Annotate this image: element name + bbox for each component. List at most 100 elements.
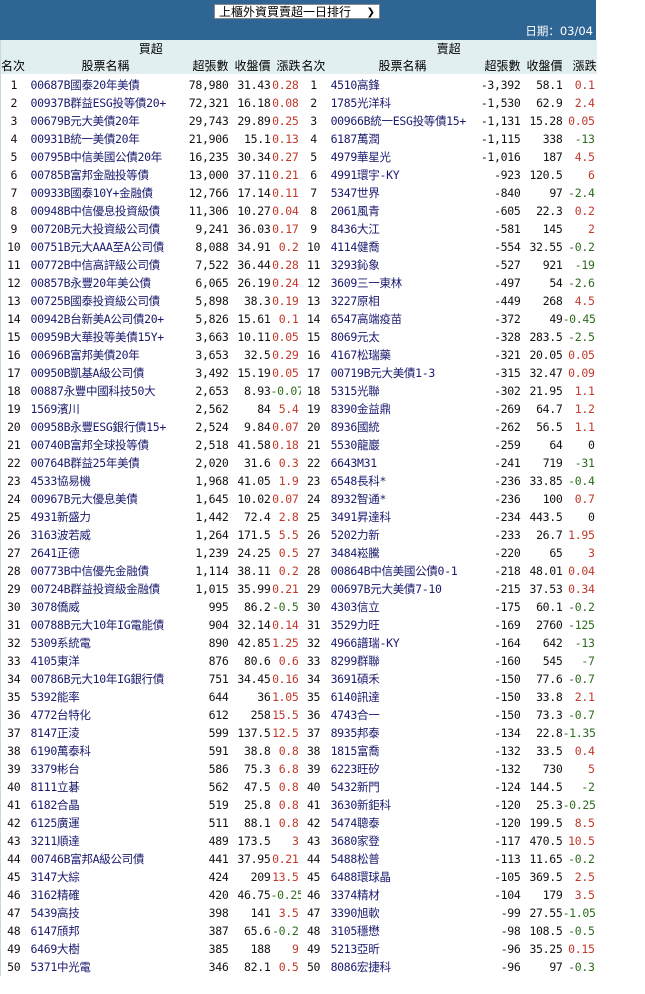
stock-link[interactable]: 6147頎邦 (30, 924, 80, 938)
stock-link[interactable]: 6547高端疫苗 (330, 312, 403, 326)
stock-link[interactable]: 00942B台新美A公司債20+ (30, 312, 165, 326)
stock-link[interactable]: 00740B富邦全球投等債 (30, 438, 149, 452)
stock-link[interactable]: 00720B元大投資級公司債 (30, 222, 161, 236)
stock-link[interactable]: 00697B元大美債7-10 (330, 582, 442, 596)
stock-link[interactable]: 00967B元大優息美債 (30, 492, 138, 506)
stock-link[interactable]: 8935邦泰 (330, 726, 380, 740)
stock-link[interactable]: 2641正德 (30, 546, 80, 560)
stock-link[interactable]: 5315光聯 (330, 384, 380, 398)
stock-link[interactable]: 3293鈊象 (330, 258, 380, 272)
stock-link[interactable]: 00696B富邦美債20年 (30, 348, 140, 362)
stock-link[interactable]: 5488松普 (330, 852, 380, 866)
stock-link[interactable]: 3680家登 (330, 834, 380, 848)
stock-link[interactable]: 6190萬泰科 (30, 744, 91, 758)
stock-link[interactable]: 00679B元大美債20年 (30, 114, 140, 128)
stock-link[interactable]: 00746B富邦A級公司債 (30, 852, 145, 866)
stock-link[interactable]: 5371中光電 (30, 960, 91, 974)
stock-link[interactable]: 4979華星光 (330, 150, 391, 164)
stock-link[interactable]: 00725B國泰投資級公司債 (30, 294, 161, 308)
stock-link[interactable]: 3390旭軟 (330, 906, 380, 920)
stock-link[interactable]: 1785光洋科 (330, 96, 391, 110)
stock-link[interactable]: 4510高鋒 (330, 78, 380, 92)
ranking-type-select[interactable]: 上櫃外資買賣超一日排行 ❯ (214, 4, 380, 19)
stock-link[interactable]: 3529力旺 (330, 618, 380, 632)
stock-link[interactable]: 00966B統一ESG投等債15+ (330, 114, 467, 128)
stock-link[interactable]: 5530龍巖 (330, 438, 380, 452)
stock-link[interactable]: 00933B國泰10Y+金融債 (30, 186, 154, 200)
stock-link[interactable]: 00887永豐中國科技50大 (30, 384, 156, 398)
stock-link[interactable]: 6643M31 (330, 456, 378, 470)
stock-link[interactable]: 00772B中信高評級公司債 (30, 258, 161, 272)
stock-link[interactable]: 8436大江 (330, 222, 380, 236)
stock-link[interactable]: 00786B元大10年IG銀行債 (30, 672, 165, 686)
stock-link[interactable]: 4966譜瑞-KY (330, 636, 400, 650)
stock-link[interactable]: 00773B中信優先金融債 (30, 564, 149, 578)
stock-link[interactable]: 00788B元大10年IG電能債 (30, 618, 165, 632)
stock-link[interactable]: 6488環球晶 (330, 870, 391, 884)
stock-link[interactable]: 00857B永豐20年美公債 (30, 276, 152, 290)
stock-link[interactable]: 8936國統 (330, 420, 380, 434)
stock-link[interactable]: 00959B大華投等美債15Y+ (30, 330, 165, 344)
stock-link[interactable]: 6182合晶 (30, 798, 80, 812)
stock-link[interactable]: 00950B凱基A級公司債 (30, 366, 145, 380)
stock-link[interactable]: 4114健喬 (330, 240, 380, 254)
stock-link[interactable]: 3491昇達科 (330, 510, 391, 524)
stock-link[interactable]: 3147大綜 (30, 870, 80, 884)
stock-link[interactable]: 6548長科* (330, 474, 387, 488)
stock-link[interactable]: 3078僑威 (30, 600, 80, 614)
stock-link[interactable]: 1815富喬 (330, 744, 380, 758)
stock-link[interactable]: 00948B中信優息投資級債 (30, 204, 161, 218)
stock-link[interactable]: 8086宏捷科 (330, 960, 391, 974)
stock-link[interactable]: 6187萬潤 (330, 132, 380, 146)
stock-link[interactable]: 6223旺矽 (330, 762, 380, 776)
stock-link[interactable]: 5439高技 (30, 906, 80, 920)
stock-link[interactable]: 4931新盛力 (30, 510, 91, 524)
stock-link[interactable]: 4303信立 (330, 600, 380, 614)
stock-link[interactable]: 3105穩懋 (330, 924, 380, 938)
stock-link[interactable]: 4167松瑞藥 (330, 348, 391, 362)
stock-link[interactable]: 00719B元大美債1-3 (330, 366, 436, 380)
stock-link[interactable]: 5213亞昕 (330, 942, 380, 956)
stock-link[interactable]: 00687B國泰20年美債 (30, 78, 140, 92)
stock-link[interactable]: 6125廣運 (30, 816, 80, 830)
stock-link[interactable]: 2061風青 (330, 204, 380, 218)
stock-link[interactable]: 3609三一東林 (330, 276, 403, 290)
stock-link[interactable]: 8299群聯 (330, 654, 380, 668)
stock-link[interactable]: 3163波若威 (30, 528, 91, 542)
stock-link[interactable]: 00724B群益投資級金融債 (30, 582, 161, 596)
stock-link[interactable]: 8069元太 (330, 330, 380, 344)
stock-link[interactable]: 8390金益鼎 (330, 402, 391, 416)
stock-link[interactable]: 5474聰泰 (330, 816, 380, 830)
stock-link[interactable]: 3379彬台 (30, 762, 80, 776)
stock-link[interactable]: 5202力新 (330, 528, 380, 542)
stock-link[interactable]: 3227原相 (330, 294, 380, 308)
stock-link[interactable]: 5392能率 (30, 690, 80, 704)
stock-link[interactable]: 8932智通* (330, 492, 387, 506)
stock-link[interactable]: 3374精材 (330, 888, 380, 902)
stock-link[interactable]: 00751B元大AAA至A公司債 (30, 240, 165, 254)
stock-link[interactable]: 3211順達 (30, 834, 80, 848)
stock-link[interactable]: 00937B群益ESG投等債20+ (30, 96, 167, 110)
stock-link[interactable]: 00864B中信美國公債0-1 (330, 564, 458, 578)
stock-link[interactable]: 3691碩禾 (330, 672, 380, 686)
stock-link[interactable]: 00795B中信美國公債20年 (30, 150, 163, 164)
stock-link[interactable]: 6469大樹 (30, 942, 80, 956)
stock-link[interactable]: 4743合一 (330, 708, 380, 722)
stock-link[interactable]: 4533協易機 (30, 474, 91, 488)
stock-link[interactable]: 1569濱川 (30, 402, 80, 416)
stock-link[interactable]: 8111立碁 (30, 780, 80, 794)
stock-link[interactable]: 4772台特化 (30, 708, 91, 722)
stock-link[interactable]: 3162精確 (30, 888, 80, 902)
stock-link[interactable]: 00785B富邦金融投等債 (30, 168, 149, 182)
stock-link[interactable]: 00958B永豐ESG銀行債15+ (30, 420, 167, 434)
stock-link[interactable]: 5347世界 (330, 186, 380, 200)
stock-link[interactable]: 4105東洋 (30, 654, 80, 668)
stock-link[interactable]: 4991環宇-KY (330, 168, 400, 182)
stock-link[interactable]: 3484崧騰 (330, 546, 380, 560)
stock-link[interactable]: 00931B統一美債20年 (30, 132, 140, 146)
stock-link[interactable]: 3630新鉅科 (330, 798, 391, 812)
stock-link[interactable]: 5432新門 (330, 780, 380, 794)
stock-link[interactable]: 5309系統電 (30, 636, 91, 650)
stock-link[interactable]: 6140訊達 (330, 690, 380, 704)
stock-link[interactable]: 8147正淩 (30, 726, 80, 740)
